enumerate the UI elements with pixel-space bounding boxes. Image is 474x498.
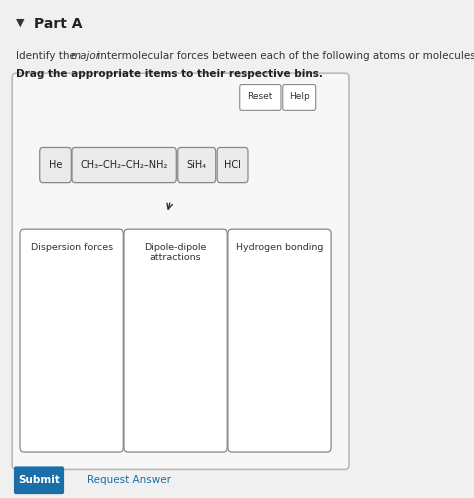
Text: intermolecular forces between each of the following atoms or molecules:: intermolecular forces between each of th… bbox=[94, 51, 474, 61]
Text: Drag the appropriate items to their respective bins.: Drag the appropriate items to their resp… bbox=[16, 69, 323, 79]
Text: Identify the: Identify the bbox=[16, 51, 79, 61]
Text: ▼: ▼ bbox=[16, 17, 24, 27]
FancyBboxPatch shape bbox=[12, 73, 349, 470]
FancyBboxPatch shape bbox=[217, 147, 248, 183]
FancyBboxPatch shape bbox=[40, 147, 71, 183]
Text: major: major bbox=[70, 51, 100, 61]
Text: Dispersion forces: Dispersion forces bbox=[31, 243, 113, 252]
Text: Submit: Submit bbox=[18, 475, 60, 485]
Text: Hydrogen bonding: Hydrogen bonding bbox=[236, 243, 323, 252]
FancyBboxPatch shape bbox=[283, 85, 316, 111]
FancyBboxPatch shape bbox=[178, 147, 216, 183]
Text: Dipole-dipole
attractions: Dipole-dipole attractions bbox=[145, 243, 207, 262]
FancyBboxPatch shape bbox=[124, 229, 227, 452]
Text: He: He bbox=[49, 160, 62, 170]
FancyBboxPatch shape bbox=[240, 85, 281, 111]
FancyBboxPatch shape bbox=[20, 229, 123, 452]
Text: Help: Help bbox=[289, 92, 310, 101]
FancyBboxPatch shape bbox=[228, 229, 331, 452]
Text: CH₃–CH₂–CH₂–NH₂: CH₃–CH₂–CH₂–NH₂ bbox=[81, 160, 168, 170]
FancyBboxPatch shape bbox=[14, 467, 64, 494]
FancyBboxPatch shape bbox=[72, 147, 176, 183]
Text: SiH₄: SiH₄ bbox=[187, 160, 207, 170]
Text: Reset: Reset bbox=[247, 92, 273, 101]
Text: Part A: Part A bbox=[34, 17, 82, 31]
Text: HCl: HCl bbox=[224, 160, 241, 170]
Text: Request Answer: Request Answer bbox=[87, 475, 172, 485]
